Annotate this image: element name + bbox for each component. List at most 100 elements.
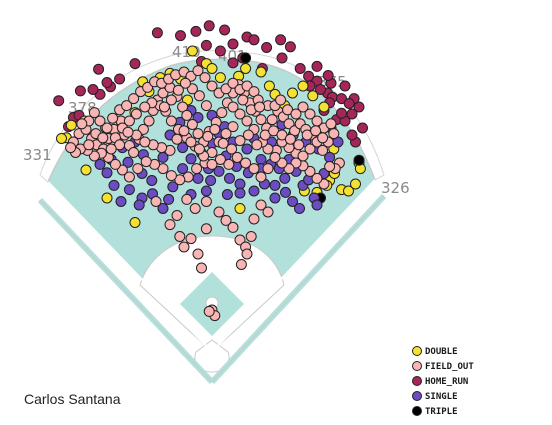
point-field-out-159: [122, 126, 134, 138]
legend: DOUBLE FIELD_OUT HOME_RUN SINGLE TRIPLE: [412, 346, 474, 417]
point-field-out-79: [109, 158, 121, 170]
point-field-out-212: [171, 210, 183, 221]
point-home-run-24: [227, 57, 239, 69]
point-triple-1: [353, 154, 365, 166]
point-single-64: [234, 187, 246, 199]
point-single-39: [167, 181, 179, 193]
legend-label-field-out: FIELD_OUT: [425, 362, 474, 372]
distance-label-lf: 331: [23, 146, 52, 164]
point-field-out-170: [226, 143, 238, 155]
point-home-run-15: [200, 39, 212, 51]
point-field-out-27: [216, 107, 228, 119]
point-double-33: [343, 185, 354, 197]
legend-item-triple: TRIPLE: [412, 406, 458, 417]
point-home-run-54: [322, 70, 334, 81]
point-field-out-76: [132, 163, 144, 175]
point-field-out-63: [234, 108, 246, 120]
point-home-run-32: [311, 60, 323, 72]
point-double-24: [307, 90, 319, 102]
point-field-out-171: [234, 135, 246, 147]
point-single-63: [221, 189, 233, 200]
point-field-out-200: [196, 262, 207, 274]
left-foul-line: [47, 181, 213, 353]
point-home-run-40: [353, 101, 365, 113]
point-field-out-14: [143, 115, 155, 127]
point-field-out-135: [206, 158, 218, 170]
point-field-out-92: [121, 100, 133, 112]
point-field-out-86: [65, 142, 77, 154]
point-single-46: [108, 179, 120, 191]
point-single-38: [177, 163, 189, 175]
legend-item-double: DOUBLE: [412, 346, 458, 357]
legend-swatch-field-out: [412, 361, 422, 371]
point-field-out-167: [202, 130, 214, 142]
legend-item-single: SINGLE: [412, 391, 458, 402]
point-home-run-48: [336, 107, 347, 119]
point-field-out-114: [275, 94, 287, 106]
point-field-out-168: [209, 123, 221, 135]
point-single-48: [94, 158, 106, 170]
point-double-38: [129, 217, 141, 228]
point-field-out-62: [241, 115, 253, 127]
point-field-out-204: [235, 259, 247, 270]
point-single-67: [269, 179, 281, 191]
legend-item-field-out: FIELD_OUT: [412, 361, 474, 372]
point-field-out-47: [328, 128, 340, 140]
point-field-out-196: [185, 233, 197, 245]
point-home-run-42: [339, 80, 351, 92]
point-home-run-39: [346, 108, 358, 120]
point-field-out-211: [181, 193, 193, 205]
point-field-out-210: [189, 203, 201, 214]
point-double-15: [214, 72, 226, 84]
point-home-run-28: [276, 52, 288, 64]
point-field-out-93: [128, 93, 140, 105]
point-home-run-14: [190, 25, 202, 37]
point-home-run-35: [336, 93, 347, 105]
point-field-out-69: [191, 163, 203, 175]
legend-label-triple: TRIPLE: [425, 407, 458, 417]
point-field-out-127: [269, 151, 281, 163]
point-home-run-10: [114, 73, 126, 85]
point-field-out-128: [262, 163, 274, 175]
point-home-run-26: [275, 34, 287, 46]
point-field-out-52: [311, 172, 323, 184]
point-field-out-75: [140, 156, 152, 168]
point-field-out-11: [128, 147, 140, 158]
point-field-out-134: [214, 154, 226, 165]
point-single-13: [255, 154, 267, 165]
point-single-41: [157, 203, 169, 214]
point-single-47: [101, 167, 113, 179]
point-single-37: [192, 172, 204, 184]
point-field-out-214: [200, 196, 212, 207]
point-field-out-194: [213, 206, 225, 218]
point-home-run-53: [346, 129, 358, 141]
point-field-out-121: [325, 118, 337, 130]
point-field-out-177: [284, 133, 296, 145]
point-home-run-50: [357, 122, 368, 134]
point-field-out-153: [76, 118, 88, 130]
point-field-out-218: [150, 196, 162, 207]
point-field-out-187: [193, 90, 205, 102]
foul-boundary-left: [39, 199, 213, 383]
point-field-out-166: [193, 143, 205, 155]
point-single-40: [163, 193, 175, 205]
point-triple-0: [240, 52, 252, 64]
point-home-run-25: [261, 42, 273, 53]
point-home-run-4: [93, 63, 105, 75]
legend-label-single: SINGLE: [425, 392, 458, 402]
legend-swatch-double: [412, 346, 422, 356]
point-single-33: [234, 178, 246, 190]
point-single-69: [287, 196, 298, 207]
point-field-out-151: [88, 107, 100, 119]
point-double-2: [56, 133, 67, 144]
point-field-out-197: [178, 241, 190, 253]
point-field-out-169: [217, 137, 229, 149]
point-single-5: [185, 153, 197, 165]
point-field-out-150: [94, 115, 106, 127]
point-field-out-130: [248, 163, 260, 175]
point-field-out-104: [206, 80, 218, 92]
point-field-out-144: [139, 101, 151, 113]
point-field-out-140: [165, 115, 177, 127]
